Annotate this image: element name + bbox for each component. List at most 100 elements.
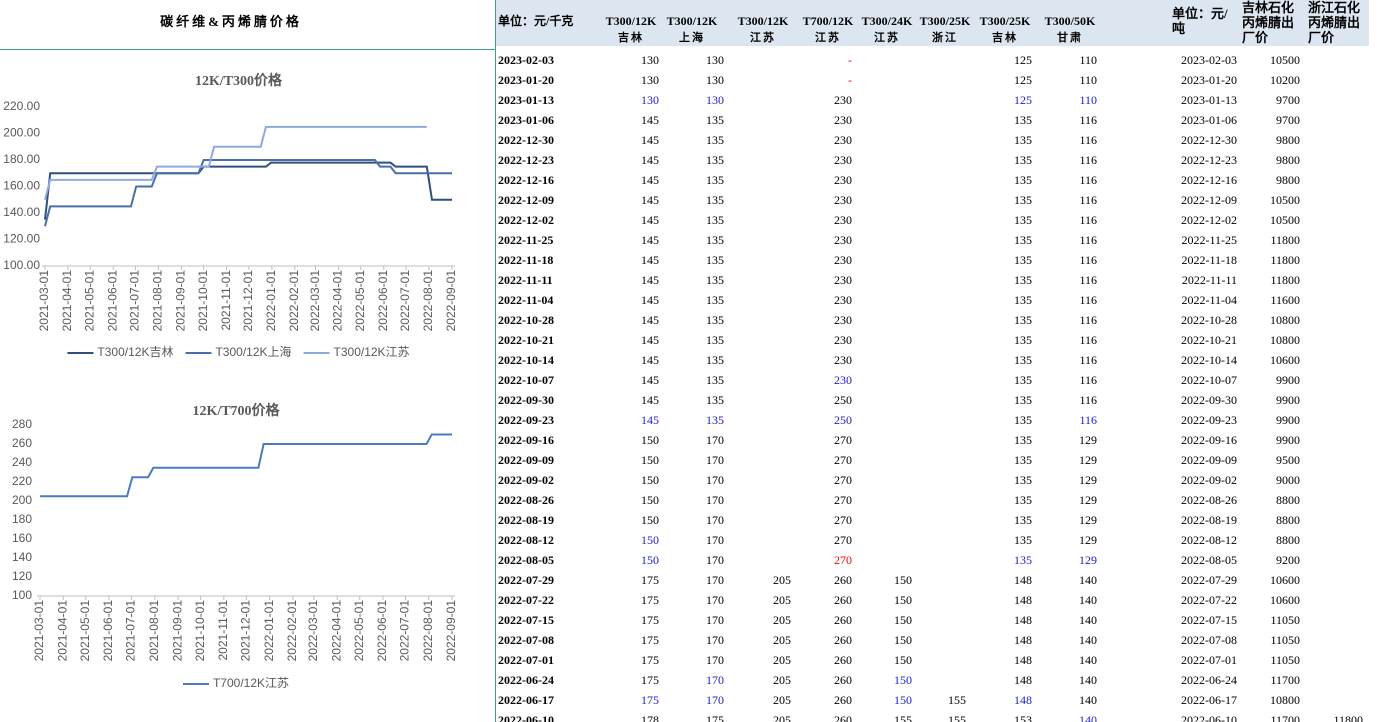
- price-cell: 170: [706, 433, 724, 447]
- price-cell: 170: [706, 633, 724, 647]
- acn-price-cell: 10500: [1270, 53, 1300, 67]
- column-region: 上海: [679, 32, 705, 44]
- acn-price-cell: 11600: [1270, 293, 1300, 307]
- row-date2: 2022-07-15: [1181, 613, 1237, 627]
- column-grade: T300/12K: [605, 14, 657, 28]
- price-cell: 135: [1014, 393, 1032, 407]
- x-tick-label: 2021-05-01: [78, 600, 92, 662]
- price-cell: 205: [773, 673, 791, 687]
- price-cell: 170: [706, 693, 724, 707]
- price-cell: 145: [641, 253, 659, 267]
- column-region: 江苏: [750, 32, 776, 44]
- x-tick-label: 2021-11-01: [219, 270, 233, 331]
- acn-price-cell: 11050: [1270, 653, 1300, 667]
- price-cell: 178: [641, 713, 659, 722]
- x-tick-label: 2021-04-01: [55, 600, 69, 662]
- price-cell: 116: [1079, 333, 1097, 347]
- price-cell: 230: [834, 313, 852, 327]
- price-cell: 205: [773, 593, 791, 607]
- x-tick-label: 2021-08-01: [147, 600, 161, 662]
- unit-header: 单位：元/吨: [1172, 6, 1228, 36]
- acn-price-cell: 9900: [1276, 433, 1300, 447]
- price-cell: 135: [706, 413, 724, 427]
- price-cell: 130: [706, 53, 724, 67]
- row-date: 2022-09-30: [498, 393, 554, 407]
- price-cell: 110: [1079, 53, 1097, 67]
- price-cell: -: [848, 53, 852, 67]
- x-tick-label: 2022-05-01: [353, 270, 367, 332]
- header-band: [496, 0, 1369, 46]
- price-cell: 125: [1014, 93, 1032, 107]
- y-tick-label: 200: [12, 493, 32, 507]
- price-cell: 145: [641, 373, 659, 387]
- row-date: 2023-01-20: [498, 73, 554, 87]
- price-cell: 140: [1079, 693, 1097, 707]
- price-cell: 148: [1014, 693, 1032, 707]
- x-tick-label: 2022-04-01: [329, 600, 343, 662]
- acn-price-cell: 9900: [1276, 393, 1300, 407]
- row-date: 2022-08-05: [498, 553, 554, 567]
- y-tick-label: 120.00: [3, 232, 40, 246]
- price-cell: 116: [1079, 273, 1097, 287]
- x-tick-label: 2021-07-01: [128, 270, 142, 332]
- row-date2: 2022-08-12: [1181, 533, 1237, 547]
- column-grade: T300/50K: [1044, 14, 1096, 28]
- price-cell: 270: [834, 513, 852, 527]
- price-cell: 175: [641, 613, 659, 627]
- price-cell: 116: [1079, 193, 1097, 207]
- acn-price-cell: 9900: [1276, 373, 1300, 387]
- row-date2: 2022-06-24: [1181, 673, 1237, 687]
- acn-price-cell: 9800: [1276, 173, 1300, 187]
- price-cell: 135: [1014, 513, 1032, 527]
- acn-price-cell: 8800: [1276, 493, 1300, 507]
- price-cell: 170: [706, 613, 724, 627]
- acn-price-cell: 9700: [1276, 93, 1300, 107]
- row-date: 2022-07-08: [498, 633, 554, 647]
- price-cell: 270: [834, 433, 852, 447]
- acn-price-cell: 10500: [1270, 193, 1300, 207]
- price-cell: 135: [1014, 553, 1032, 567]
- price-cell: 135: [1014, 253, 1032, 267]
- price-cell: 135: [706, 213, 724, 227]
- acn-price-cell: 10800: [1270, 333, 1300, 347]
- column-grade: T300/25K: [979, 14, 1031, 28]
- price-cell: 140: [1079, 593, 1097, 607]
- acn-price-cell: 11800: [1333, 713, 1363, 722]
- price-cell: 170: [706, 593, 724, 607]
- x-tick-label: 2021-04-01: [60, 270, 74, 332]
- price-cell: 116: [1079, 313, 1097, 327]
- price-cell: 153: [1014, 713, 1032, 722]
- price-cell: 135: [706, 253, 724, 267]
- acn-price-cell: 8800: [1276, 513, 1300, 527]
- price-cell: 135: [706, 373, 724, 387]
- price-cell: 130: [641, 53, 659, 67]
- price-cell: 175: [641, 573, 659, 587]
- price-cell: 150: [894, 673, 912, 687]
- row-date: 2022-10-07: [498, 373, 554, 387]
- row-date: 2022-12-23: [498, 153, 554, 167]
- price-cell: 205: [773, 613, 791, 627]
- x-tick-label: 2022-06-01: [376, 270, 390, 332]
- price-cell: 145: [641, 173, 659, 187]
- sheet-title: 碳纤维&丙烯腈价格: [160, 14, 302, 29]
- column-grade: T300/12K: [737, 14, 789, 28]
- price-cell: 150: [641, 453, 659, 467]
- row-date2: 2022-07-08: [1181, 633, 1237, 647]
- price-cell: 170: [706, 673, 724, 687]
- y-tick-label: 180.00: [3, 152, 40, 166]
- price-cell: 155: [894, 713, 912, 722]
- x-tick-label: 2021-08-01: [151, 270, 165, 332]
- price-cell: 270: [834, 473, 852, 487]
- price-cell: 130: [706, 93, 724, 107]
- price-cell: 170: [706, 533, 724, 547]
- price-cell: 170: [706, 493, 724, 507]
- x-tick-label: 2021-12-01: [239, 600, 253, 662]
- row-date: 2022-08-19: [498, 513, 554, 527]
- price-cell: 148: [1014, 593, 1032, 607]
- y-tick-label: 260: [12, 436, 32, 450]
- row-date: 2022-11-04: [498, 293, 554, 307]
- acn-price-cell: 10600: [1270, 593, 1300, 607]
- x-tick-label: 2021-10-01: [193, 600, 207, 662]
- price-cell: 135: [706, 273, 724, 287]
